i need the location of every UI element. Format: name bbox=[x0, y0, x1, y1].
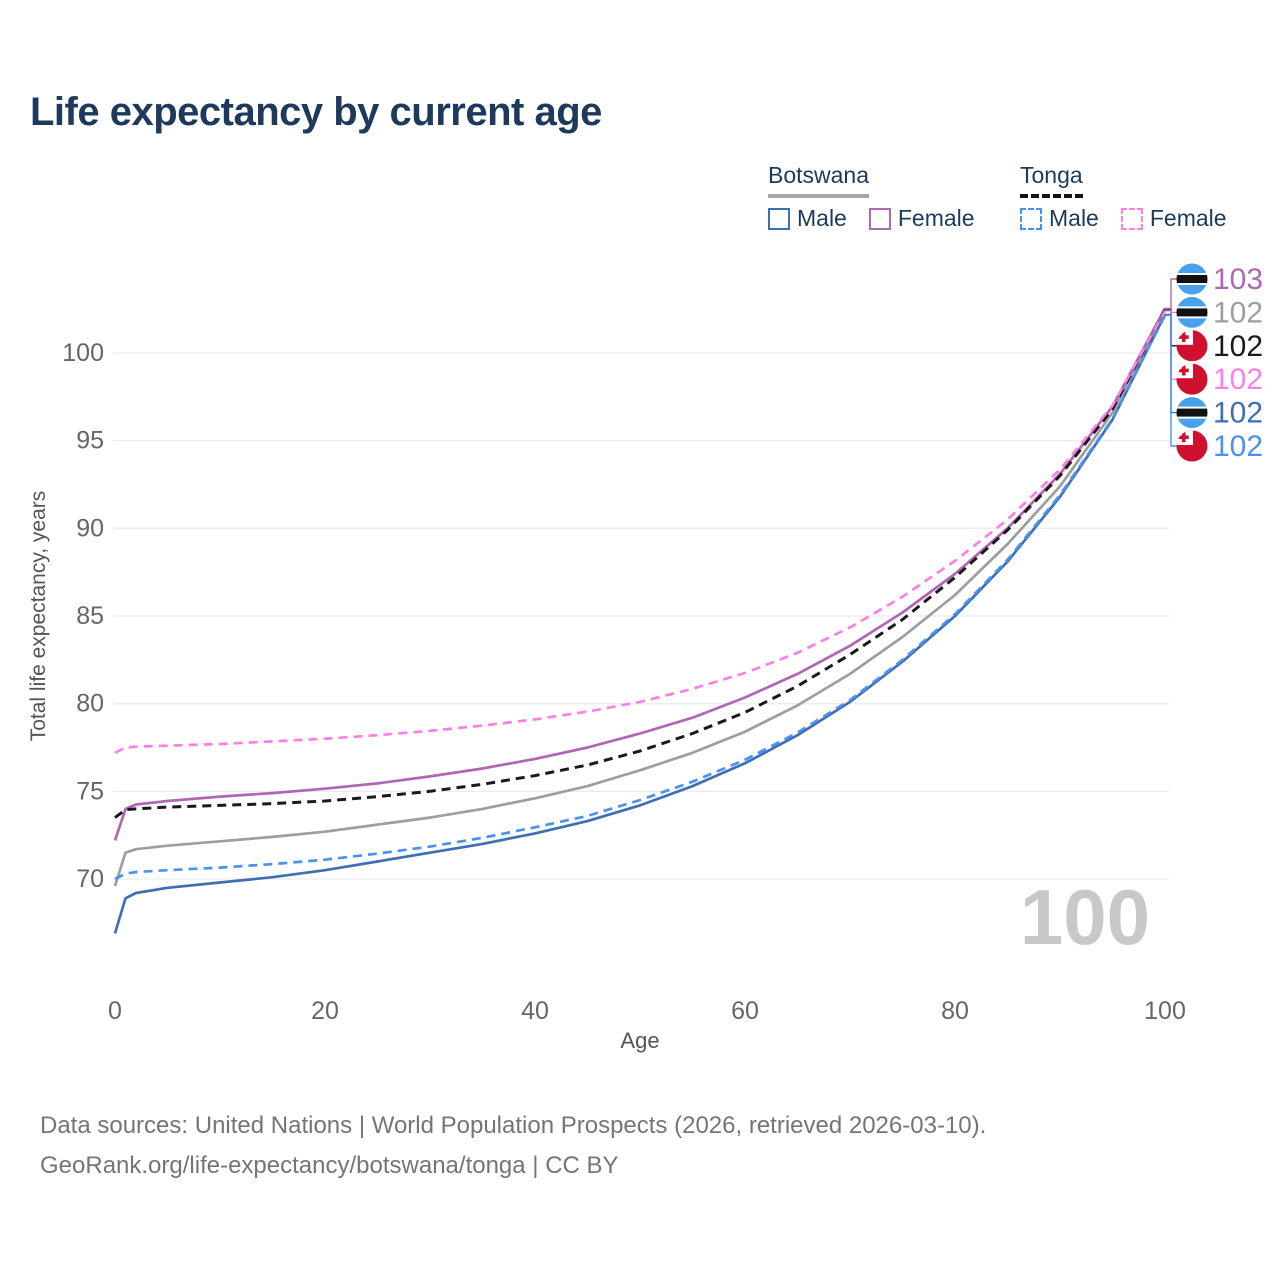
y-tick-95: 95 bbox=[76, 427, 104, 455]
legend-header-botswana: Botswana bbox=[768, 162, 870, 198]
x-tick-0: 0 bbox=[108, 997, 122, 1025]
x-tick-80: 80 bbox=[941, 997, 969, 1025]
end-label-value-botswana-female: 103 bbox=[1213, 263, 1263, 296]
legend-item-tonga-female[interactable]: Female bbox=[1120, 205, 1227, 232]
end-label-value-botswana-male: 102 bbox=[1213, 397, 1263, 430]
legend-label-tonga-male: Male bbox=[1049, 205, 1099, 231]
flag-tonga-icon bbox=[1176, 363, 1208, 395]
flag-tonga-icon bbox=[1176, 430, 1208, 462]
legend-label-tonga-female: Female bbox=[1149, 205, 1227, 231]
watermark-age-indicator: 100 bbox=[1020, 873, 1150, 961]
footer-data-sources: Data sources: United Nations | World Pop… bbox=[40, 1112, 987, 1139]
y-tick-70: 70 bbox=[76, 865, 104, 893]
x-tick-40: 40 bbox=[521, 997, 549, 1025]
legend-group-tonga: Tonga Male Female bbox=[1020, 162, 1249, 232]
footer: Data sources: United Nations | World Pop… bbox=[40, 1106, 986, 1186]
y-tick-85: 85 bbox=[76, 602, 104, 630]
legend-label-botswana-female: Female bbox=[897, 205, 975, 231]
legend-label-botswana-male: Male bbox=[797, 205, 847, 231]
flag-botswana-icon bbox=[1176, 397, 1208, 429]
flag-tonga-icon bbox=[1176, 330, 1208, 362]
leader-line-botswana-male bbox=[1165, 313, 1181, 414]
legend-item-botswana-male[interactable]: Male bbox=[768, 205, 847, 232]
page-title: Life expectancy by current age bbox=[30, 90, 602, 134]
x-tick-20: 20 bbox=[311, 997, 339, 1025]
legend-item-tonga-male[interactable]: Male bbox=[1020, 205, 1099, 232]
series-line-tonga-total bbox=[114, 309, 1167, 819]
x-axis-title: Age bbox=[620, 1028, 659, 1053]
leader-line-botswana-female bbox=[1165, 278, 1181, 309]
series-line-botswana-total bbox=[113, 308, 1167, 887]
axis-tick-labels: 70 75 80 85 90 95 100 0 20 40 60 80 100 bbox=[62, 339, 1186, 1025]
footer-attribution: GeoRank.org/life-expectancy/botswana/ton… bbox=[40, 1152, 619, 1179]
legend-group-botswana: Botswana Male Female bbox=[768, 162, 997, 232]
end-label-value-tonga-male: 102 bbox=[1213, 430, 1263, 463]
flag-botswana-icon bbox=[1176, 263, 1208, 295]
series-lines bbox=[113, 307, 1167, 934]
legend-header-tonga: Tonga bbox=[1020, 162, 1083, 198]
legend-swatch-tonga-male bbox=[1020, 207, 1042, 230]
x-tick-100: 100 bbox=[1144, 997, 1186, 1025]
y-axis-title: Total life expectancy, years bbox=[27, 491, 50, 742]
y-tick-75: 75 bbox=[76, 777, 104, 805]
legend-swatch-tonga-female bbox=[1120, 207, 1143, 230]
end-label-value-botswana-total: 102 bbox=[1213, 296, 1263, 329]
legend-swatch-botswana-female bbox=[868, 207, 891, 230]
leader-line-tonga-male bbox=[1165, 314, 1181, 447]
end-label-value-tonga-female: 102 bbox=[1213, 363, 1263, 396]
y-tick-80: 80 bbox=[76, 690, 104, 718]
series-line-botswana-female bbox=[113, 307, 1167, 841]
y-tick-90: 90 bbox=[76, 514, 104, 542]
flag-botswana-icon bbox=[1176, 296, 1208, 328]
x-tick-60: 60 bbox=[731, 997, 759, 1025]
legend-item-botswana-female[interactable]: Female bbox=[868, 205, 975, 232]
y-tick-100: 100 bbox=[62, 339, 104, 367]
legend-swatch-botswana-male bbox=[768, 207, 790, 230]
series-line-botswana-male bbox=[113, 313, 1167, 934]
end-label-value-tonga-total: 102 bbox=[1213, 330, 1263, 363]
